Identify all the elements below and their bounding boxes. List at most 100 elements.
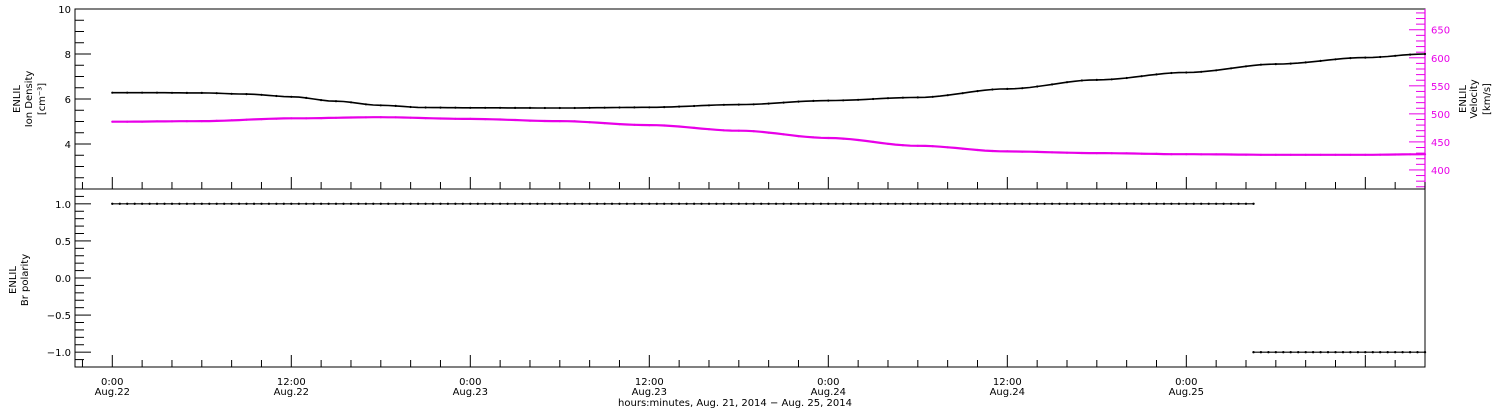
series-point-top-1 — [633, 123, 636, 126]
series-point-top-0 — [558, 106, 561, 110]
series-point-bottom-0 — [1028, 202, 1031, 205]
series-point-bottom-0 — [357, 202, 360, 205]
series-point-top-1 — [663, 124, 666, 127]
series-point-bottom-0 — [1207, 202, 1210, 205]
series-point-top-0 — [1230, 67, 1233, 70]
x-tick-date: Aug.23 — [453, 387, 488, 398]
series-point-bottom-0 — [760, 202, 763, 205]
series-point-bottom-0 — [849, 202, 852, 205]
series-point-top-0 — [409, 105, 412, 109]
series-point-bottom-1 — [1371, 351, 1375, 354]
series-point-top-1 — [320, 117, 323, 120]
series-point-bottom-0 — [1110, 202, 1113, 205]
series-point-bottom-0 — [163, 202, 166, 205]
series-point-bottom-0 — [305, 202, 308, 205]
series-point-top-1 — [514, 118, 517, 122]
series-point-bottom-0 — [1058, 202, 1061, 205]
left-tick-label: 10 — [58, 5, 71, 16]
series-point-bottom-0 — [230, 202, 233, 205]
x-tick-time: 0:00 — [459, 377, 481, 388]
series-point-bottom-0 — [924, 202, 927, 205]
series-point-bottom-0 — [1140, 202, 1143, 205]
series-point-bottom-0 — [931, 202, 934, 205]
series-point-bottom-0 — [334, 202, 338, 205]
series-point-top-1 — [1200, 153, 1203, 156]
series-point-bottom-1 — [1282, 351, 1285, 354]
series-point-top-1 — [155, 120, 159, 123]
series-point-top-1 — [305, 117, 308, 120]
series-point-top-1 — [170, 120, 174, 123]
series-point-top-1 — [1021, 150, 1024, 153]
series-point-top-0 — [588, 106, 591, 109]
series-point-top-0 — [349, 101, 353, 104]
series-point-top-0 — [991, 88, 994, 91]
series-point-bottom-1 — [1311, 351, 1315, 354]
series-point-top-1 — [1095, 152, 1098, 155]
series-point-top-1 — [961, 147, 964, 150]
series-point-top-0 — [872, 97, 875, 101]
x-tick-time: 0:00 — [101, 377, 123, 388]
series-point-bottom-0 — [155, 202, 159, 205]
series-point-top-0 — [1349, 57, 1352, 60]
series-point-bottom-0 — [1237, 202, 1240, 205]
series-point-top-1 — [200, 120, 203, 123]
left-tick-label: 1.0 — [55, 200, 71, 211]
series-point-top-1 — [1379, 153, 1382, 156]
series-point-top-0 — [663, 106, 666, 109]
series-point-top-0 — [1289, 62, 1292, 65]
series-point-top-0 — [499, 106, 502, 109]
series-point-top-1 — [1006, 150, 1009, 153]
series-point-bottom-0 — [745, 202, 748, 205]
series-point-bottom-0 — [178, 202, 181, 205]
top-panel-frame — [74, 8, 1426, 190]
series-point-bottom-0 — [446, 202, 450, 205]
series-point-bottom-0 — [566, 202, 569, 205]
series-point-top-0 — [633, 106, 636, 109]
series-point-bottom-0 — [223, 202, 226, 205]
series-point-top-0 — [1065, 81, 1069, 84]
series-point-top-1 — [946, 146, 949, 149]
top-ylabel-line-2: Ion Density — [24, 71, 35, 128]
series-point-bottom-0 — [402, 202, 405, 205]
x-tick-time: 12:00 — [635, 377, 664, 388]
series-point-top-0 — [1334, 58, 1337, 61]
top-y2label-line-2: Velocity — [1469, 79, 1480, 118]
series-point-bottom-0 — [543, 202, 547, 205]
series-point-bottom-1 — [1349, 351, 1352, 354]
series-point-top-0 — [141, 91, 144, 94]
series-point-top-1 — [439, 117, 442, 120]
series-point-bottom-0 — [297, 202, 300, 205]
series-point-top-1 — [1036, 150, 1039, 153]
series-point-bottom-0 — [1006, 202, 1009, 205]
series-point-bottom-0 — [1036, 202, 1039, 205]
series-point-bottom-0 — [603, 202, 606, 205]
x-tick-time: 12:00 — [993, 377, 1022, 388]
series-point-bottom-0 — [1147, 202, 1151, 205]
series-point-top-1 — [707, 128, 711, 131]
series-point-bottom-1 — [1416, 351, 1419, 354]
series-point-bottom-0 — [856, 202, 860, 205]
series-point-bottom-0 — [193, 202, 196, 205]
series-point-top-0 — [230, 92, 233, 95]
series-point-top-1 — [991, 149, 994, 153]
series-point-top-1 — [603, 122, 606, 125]
series-point-top-0 — [275, 94, 278, 98]
series-point-bottom-1 — [1297, 351, 1300, 354]
series-point-top-0 — [528, 106, 532, 109]
bottom-left-axis: −1.0 −0.5 0.0 0.5 1.0 — [47, 188, 91, 368]
series-point-bottom-0 — [879, 202, 882, 205]
series-point-bottom-0 — [275, 202, 278, 205]
series-point-top-0 — [155, 91, 159, 94]
series-point-top-0 — [170, 91, 174, 94]
series-point-top-1 — [469, 117, 472, 120]
series-point-top-0 — [707, 104, 711, 107]
series-point-bottom-1 — [1379, 351, 1382, 354]
series-point-top-0 — [1319, 59, 1322, 63]
series-point-top-1 — [916, 144, 919, 147]
bottom-panel-frame — [74, 188, 1426, 368]
x-tick-date: Aug.24 — [811, 387, 846, 398]
series-point-bottom-0 — [118, 202, 122, 205]
series-point-top-0 — [439, 106, 442, 109]
right-tick-label: 450 — [1431, 138, 1450, 149]
series-point-top-0 — [857, 98, 860, 101]
